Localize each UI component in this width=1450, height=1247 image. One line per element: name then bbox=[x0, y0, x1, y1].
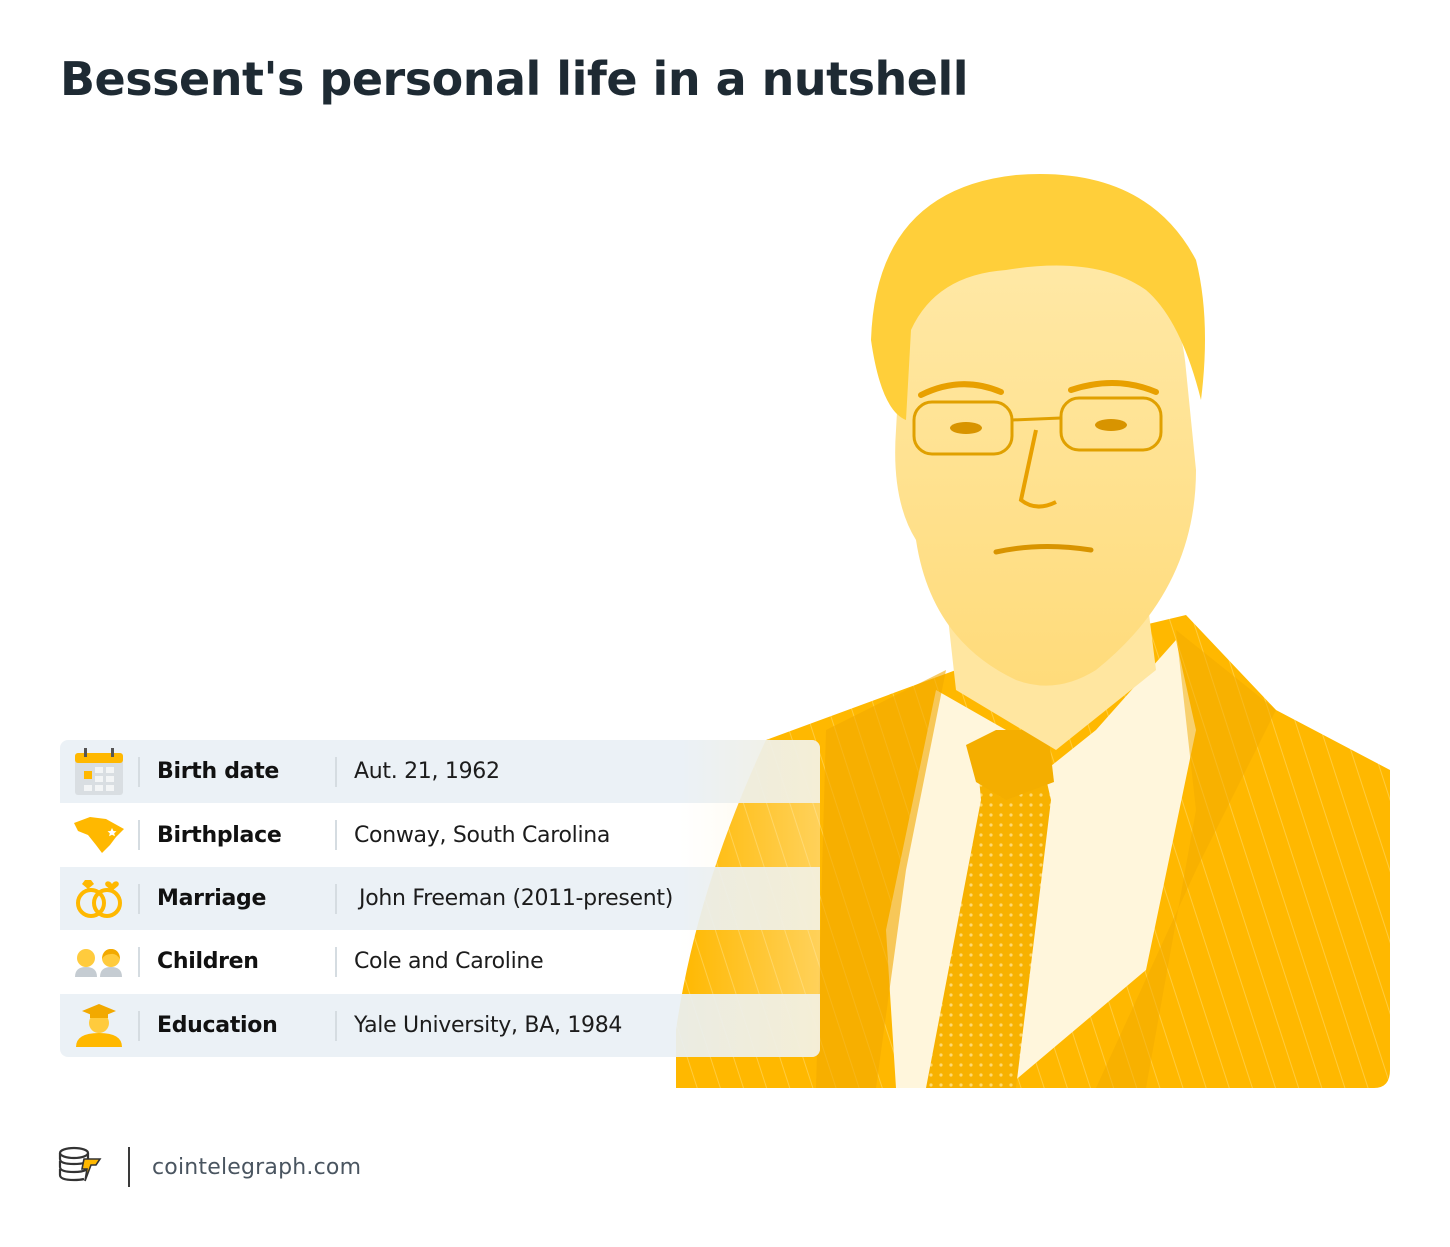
birth-date-label: Birth date bbox=[157, 759, 280, 785]
row-marriage: Marriage John Freeman (2011-present) bbox=[60, 866, 820, 931]
birthplace-label: Birthplace bbox=[157, 822, 282, 848]
education-label: Education bbox=[157, 1012, 278, 1038]
children-icon bbox=[60, 930, 138, 993]
birthplace-value: Conway, South Carolina bbox=[354, 822, 611, 848]
info-table: Birth date Aut. 21, 1962 Birthplace Conw… bbox=[60, 740, 820, 1057]
footer-divider bbox=[128, 1147, 130, 1187]
cointelegraph-logo-icon bbox=[58, 1145, 102, 1190]
row-divider bbox=[138, 820, 140, 851]
marriage-value: John Freeman (2011-present) bbox=[359, 885, 673, 911]
row-education: Education Yale University, BA, 1984 bbox=[60, 993, 820, 1057]
page-title: Bessent's personal life in a nutshell bbox=[60, 52, 969, 106]
calendar-icon bbox=[60, 740, 138, 803]
birth-date-value: Aut. 21, 1962 bbox=[354, 759, 500, 785]
wedding-rings-icon bbox=[60, 867, 138, 930]
row-children: Children Cole and Caroline bbox=[60, 930, 820, 993]
row-divider bbox=[335, 947, 337, 978]
row-birth-date: Birth date Aut. 21, 1962 bbox=[60, 740, 820, 804]
graduate-icon bbox=[60, 994, 138, 1057]
footer: cointelegraph.com bbox=[58, 1145, 361, 1189]
row-divider bbox=[335, 883, 337, 914]
brand-link[interactable]: cointelegraph.com bbox=[152, 1154, 362, 1180]
marriage-label: Marriage bbox=[157, 885, 267, 911]
children-value: Cole and Caroline bbox=[354, 949, 544, 975]
children-label: Children bbox=[157, 949, 259, 975]
row-divider bbox=[335, 757, 337, 787]
row-divider bbox=[138, 1010, 140, 1041]
row-divider bbox=[335, 820, 337, 851]
row-divider bbox=[138, 947, 140, 978]
education-value: Yale University, BA, 1984 bbox=[354, 1012, 623, 1038]
row-birthplace: Birthplace Conway, South Carolina bbox=[60, 803, 820, 866]
row-divider bbox=[335, 1010, 337, 1041]
portrait-illustration bbox=[676, 174, 1390, 1088]
south-carolina-map-icon bbox=[60, 804, 138, 867]
row-divider bbox=[138, 757, 140, 787]
row-divider bbox=[138, 883, 140, 914]
